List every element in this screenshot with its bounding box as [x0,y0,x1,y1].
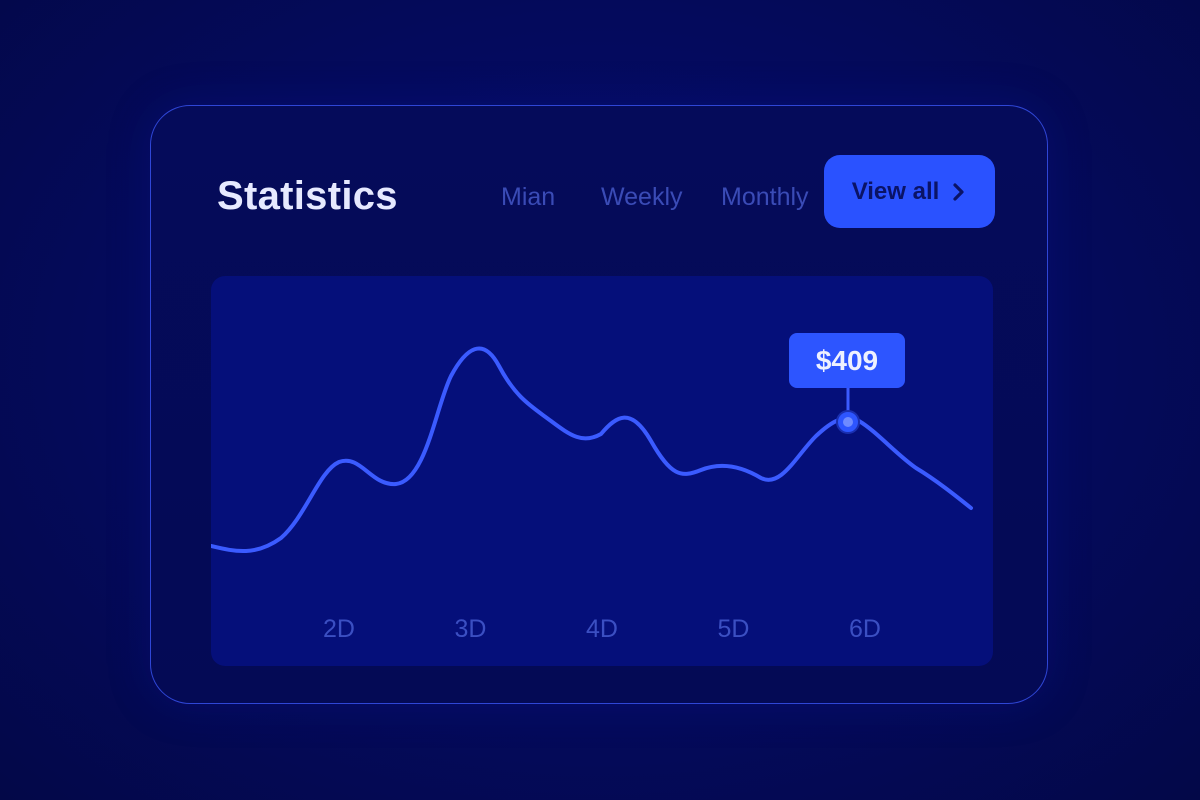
x-tick-label: 5D [718,615,750,643]
view-all-label: View all [851,177,940,205]
tab-monthly[interactable]: Monthly [721,183,809,211]
x-tick-label: 3D [455,615,487,643]
tab-main[interactable]: Mian [501,183,556,211]
tooltip-label: $409 [815,344,879,376]
chart-area: 2D 3D 4D 5D 6D $409 [211,276,993,666]
highlight-point-core [843,417,853,427]
chevron-right-icon [951,182,967,202]
line-chart: 2D 3D 4D 5D 6D [211,346,973,643]
tab-weekly[interactable]: Weekly [601,183,683,211]
value-tooltip: $409 [789,333,905,388]
x-tick-label: 2D [323,615,355,643]
statistics-card: Statistics Mian Weekly Monthly View all … [150,105,1048,704]
page-title: Statistics [217,174,398,218]
view-all-button[interactable]: View all [824,155,995,228]
x-tick-label: 4D [586,615,618,643]
x-tick-label: 6D [849,615,881,643]
